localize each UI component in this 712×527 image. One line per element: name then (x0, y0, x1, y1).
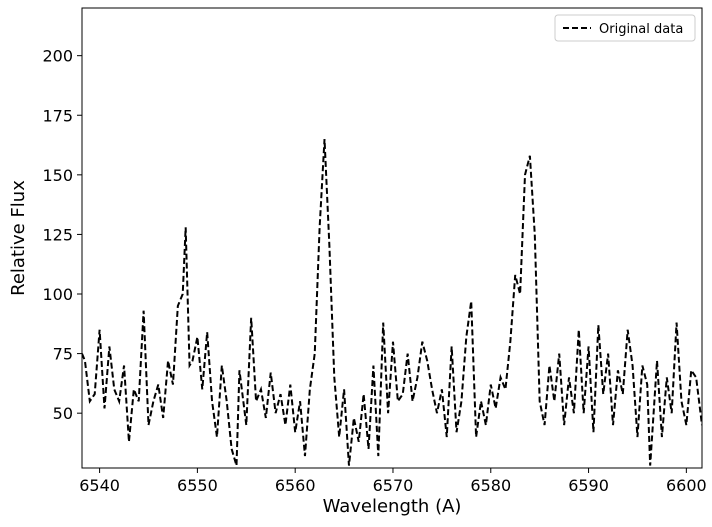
x-tick-label: 6560 (275, 476, 316, 495)
x-tick-label: 6580 (470, 476, 511, 495)
y-tick-label: 125 (42, 225, 73, 244)
plot-frame (81, 7, 703, 469)
data-line (82, 139, 702, 466)
y-tick-label: 150 (42, 166, 73, 185)
x-tick-label: 6540 (79, 476, 120, 495)
y-tick-label: 175 (42, 106, 73, 125)
x-tick-label: 6570 (373, 476, 414, 495)
x-tick-label: 6590 (568, 476, 609, 495)
legend-box (554, 14, 696, 42)
y-tick-label: 50 (53, 404, 73, 423)
x-tick-label: 6600 (666, 476, 707, 495)
y-tick-label: 100 (42, 285, 73, 304)
y-tick-label: 75 (53, 345, 73, 364)
y-tick-label: 200 (42, 47, 73, 66)
x-axis-label: Wavelength (A) (323, 496, 462, 517)
y-axis-label: Relative Flux (8, 180, 29, 296)
x-tick-label: 6550 (177, 476, 218, 495)
legend-label: Original data (599, 22, 683, 37)
